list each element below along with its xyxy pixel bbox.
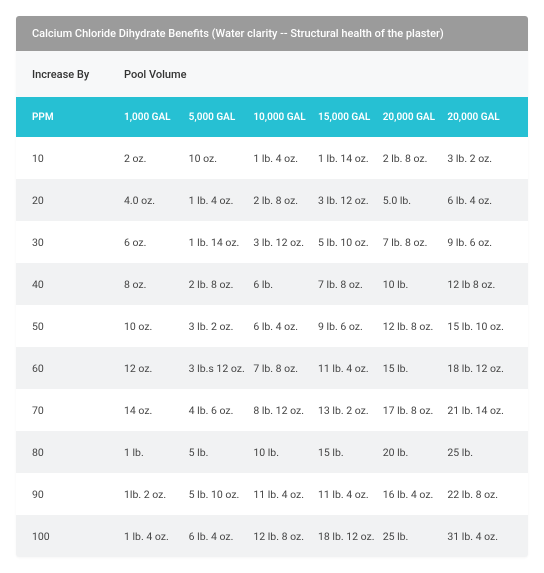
column-header: 5,000 GAL <box>189 112 254 123</box>
dosage-cell: 6 lb. 4 oz. <box>189 530 254 543</box>
dosage-cell: 2 oz. <box>124 152 189 165</box>
table-body: 102 oz.10 oz.1 lb. 4 oz.1 lb. 14 oz.2 lb… <box>16 137 528 557</box>
dosage-cell: 15 lb. 10 oz. <box>447 320 512 333</box>
dosage-cell: 3 lb.s 12 oz. <box>189 362 254 375</box>
dosage-cell: 31 lb. 4 oz. <box>447 530 512 543</box>
dosage-cell: 14 oz. <box>124 404 189 417</box>
dosage-cell: 3 lb. 2 oz. <box>447 152 512 165</box>
table-row: 7014 oz.4 lb. 6 oz.8 lb. 12 oz.13 lb. 2 … <box>16 389 528 431</box>
dosage-cell: 18 lb. 12 oz. <box>318 530 383 543</box>
subheader-row: Increase By Pool Volume <box>16 51 528 97</box>
dosage-cell: 5 lb. <box>189 446 254 459</box>
dosage-cell: 4.0 oz. <box>124 194 189 207</box>
card-title: Calcium Chloride Dihydrate Benefits (Wat… <box>16 16 528 51</box>
dosage-cell: 8 oz. <box>124 278 189 291</box>
dosage-cell: 6 lb. 4 oz. <box>447 194 512 207</box>
table-row: 1001 lb. 4 oz.6 lb. 4 oz.12 lb. 8 oz.18 … <box>16 515 528 557</box>
dosage-cell: 9 lb. 6 oz. <box>447 236 512 249</box>
table-row: 6012 oz.3 lb.s 12 oz.7 lb. 8 oz.11 lb. 4… <box>16 347 528 389</box>
dosage-cell: 18 lb. 12 oz. <box>447 362 512 375</box>
dosage-cell: 1 lb. <box>124 446 189 459</box>
ppm-cell: 20 <box>32 194 124 207</box>
column-header: 20,000 GAL <box>383 112 448 123</box>
table-row: 408 oz.2 lb. 8 oz.6 lb.7 lb. 8 oz.10 lb.… <box>16 263 528 305</box>
dosage-cell: 5 lb. 10 oz. <box>318 236 383 249</box>
subheader-left: Increase By <box>32 68 124 81</box>
dosage-cell: 10 lb. <box>383 278 448 291</box>
table-row: 5010 oz.3 lb. 2 oz.6 lb. 4 oz.9 lb. 6 oz… <box>16 305 528 347</box>
dosage-cell: 7 lb. 8 oz. <box>383 236 448 249</box>
dosage-cell: 1 lb. 4 oz. <box>189 194 254 207</box>
dosage-cell: 1 lb. 14 oz. <box>189 236 254 249</box>
dosage-cell: 22 lb. 8 oz. <box>447 488 512 501</box>
ppm-cell: 100 <box>32 530 124 543</box>
table-row: 204.0 oz.1 lb. 4 oz.2 lb. 8 oz.3 lb. 12 … <box>16 179 528 221</box>
ppm-cell: 80 <box>32 446 124 459</box>
table-row: 801 lb.5 lb.10 lb.15 lb.20 lb.25 lb. <box>16 431 528 473</box>
column-header: PPM <box>32 112 124 123</box>
dosage-cell: 9 lb. 6 oz. <box>318 320 383 333</box>
dosage-cell: 1 lb. 4 oz. <box>124 530 189 543</box>
dosage-cell: 2 lb. 8 oz. <box>189 278 254 291</box>
ppm-cell: 90 <box>32 488 124 501</box>
dosage-cell: 3 lb. 2 oz. <box>189 320 254 333</box>
dosage-cell: 1 lb. 4 oz. <box>253 152 318 165</box>
dosage-cell: 12 lb 8 oz. <box>447 278 512 291</box>
dosage-cell: 11 lb. 4 oz. <box>253 488 318 501</box>
dosage-cell: 1 lb. 14 oz. <box>318 152 383 165</box>
dosage-cell: 4 lb. 6 oz. <box>189 404 254 417</box>
ppm-cell: 30 <box>32 236 124 249</box>
dosage-cell: 5 lb. 10 oz. <box>189 488 254 501</box>
dosage-cell: 15 lb. <box>383 362 448 375</box>
dosage-cell: 12 oz. <box>124 362 189 375</box>
column-header: 10,000 GAL <box>253 112 318 123</box>
dosage-cell: 10 lb. <box>253 446 318 459</box>
table-row: 102 oz.10 oz.1 lb. 4 oz.1 lb. 14 oz.2 lb… <box>16 137 528 179</box>
dosage-cell: 1lb. 2 oz. <box>124 488 189 501</box>
ppm-cell: 50 <box>32 320 124 333</box>
dosage-cell: 21 lb. 14 oz. <box>447 404 512 417</box>
ppm-cell: 10 <box>32 152 124 165</box>
dosage-cell: 2 lb. 8 oz. <box>383 152 448 165</box>
dosage-cell: 12 lb. 8 oz. <box>253 530 318 543</box>
table-row: 901lb. 2 oz.5 lb. 10 oz.11 lb. 4 oz.11 l… <box>16 473 528 515</box>
table-row: 306 oz.1 lb. 14 oz.3 lb. 12 oz.5 lb. 10 … <box>16 221 528 263</box>
dosage-cell: 11 lb. 4 oz. <box>318 362 383 375</box>
dosage-cell: 20 lb. <box>383 446 448 459</box>
dosage-cell: 6 lb. 4 oz. <box>253 320 318 333</box>
dosage-cell: 3 lb. 12 oz. <box>318 194 383 207</box>
dosage-cell: 13 lb. 2 oz. <box>318 404 383 417</box>
dosage-cell: 6 lb. <box>253 278 318 291</box>
dosage-cell: 25 lb. <box>383 530 448 543</box>
dosage-cell: 5.0 lb. <box>383 194 448 207</box>
dosage-cell: 15 lb. <box>318 446 383 459</box>
dosage-cell: 6 oz. <box>124 236 189 249</box>
dosage-cell: 2 lb. 8 oz. <box>253 194 318 207</box>
dosage-cell: 11 lb. 4 oz. <box>318 488 383 501</box>
column-header: 20,000 GAL <box>447 112 512 123</box>
dosage-cell: 10 oz. <box>124 320 189 333</box>
ppm-cell: 40 <box>32 278 124 291</box>
subheader-right: Pool Volume <box>124 68 512 81</box>
dosage-cell: 12 lb. 8 oz. <box>383 320 448 333</box>
dosage-table-card: Calcium Chloride Dihydrate Benefits (Wat… <box>16 16 528 557</box>
dosage-cell: 8 lb. 12 oz. <box>253 404 318 417</box>
dosage-cell: 10 oz. <box>189 152 254 165</box>
dosage-cell: 7 lb. 8 oz. <box>318 278 383 291</box>
ppm-cell: 70 <box>32 404 124 417</box>
column-header-row: PPM 1,000 GAL 5,000 GAL 10,000 GAL 15,00… <box>16 97 528 137</box>
dosage-cell: 16 lb. 4 oz. <box>383 488 448 501</box>
dosage-cell: 25 lb. <box>447 446 512 459</box>
column-header: 15,000 GAL <box>318 112 383 123</box>
ppm-cell: 60 <box>32 362 124 375</box>
dosage-cell: 17 lb. 8 oz. <box>383 404 448 417</box>
dosage-cell: 3 lb. 12 oz. <box>253 236 318 249</box>
column-header: 1,000 GAL <box>124 112 189 123</box>
dosage-cell: 7 lb. 8 oz. <box>253 362 318 375</box>
